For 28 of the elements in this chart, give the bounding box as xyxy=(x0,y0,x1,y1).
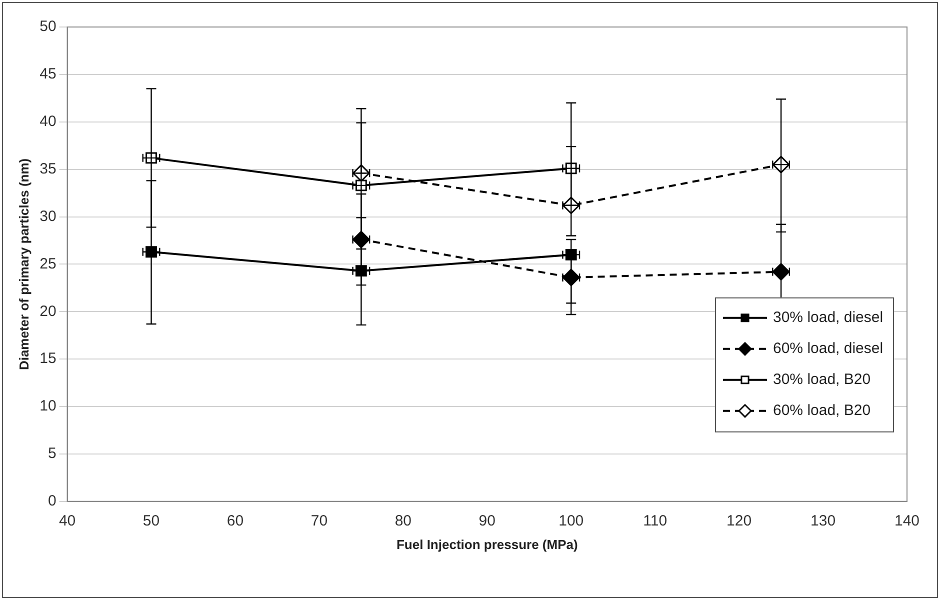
legend-label: 60% load, B20 xyxy=(773,402,871,420)
legend-label: 30% load, B20 xyxy=(773,371,871,388)
y-tick-label: 40 xyxy=(40,113,56,130)
y-tick-label: 35 xyxy=(40,160,56,178)
x-tick-label: 100 xyxy=(558,512,584,530)
x-tick-label: 40 xyxy=(58,512,76,530)
y-tick-label: 0 xyxy=(48,492,56,510)
x-tick-label: 140 xyxy=(894,512,920,530)
y-tick-label: 30 xyxy=(40,208,56,225)
x-tick-label: 50 xyxy=(142,512,160,530)
y-tick-label: 20 xyxy=(40,302,56,320)
y-tick-label: 10 xyxy=(40,398,56,415)
x-tick-label: 80 xyxy=(394,512,412,530)
y-tick-label: 45 xyxy=(40,66,56,83)
x-tick-label: 70 xyxy=(310,512,328,530)
x-tick-label: 120 xyxy=(726,512,752,530)
x-tick-label: 110 xyxy=(643,512,668,530)
x-tick-label: 130 xyxy=(810,512,836,530)
legend-label: 60% load, diesel xyxy=(773,340,884,358)
y-tick-label: 15 xyxy=(40,350,56,368)
y-tick-label: 50 xyxy=(40,18,56,36)
legend-label: 30% load, diesel xyxy=(773,309,884,326)
y-tick-label: 25 xyxy=(40,255,56,272)
x-axis-title: Fuel Injection pressure (MPa) xyxy=(396,536,578,552)
y-axis-title: Diameter of primary particles (nm) xyxy=(16,158,32,370)
y-tick-label: 5 xyxy=(48,445,56,462)
x-tick-label: 60 xyxy=(226,512,244,530)
x-tick-label: 90 xyxy=(478,512,496,530)
